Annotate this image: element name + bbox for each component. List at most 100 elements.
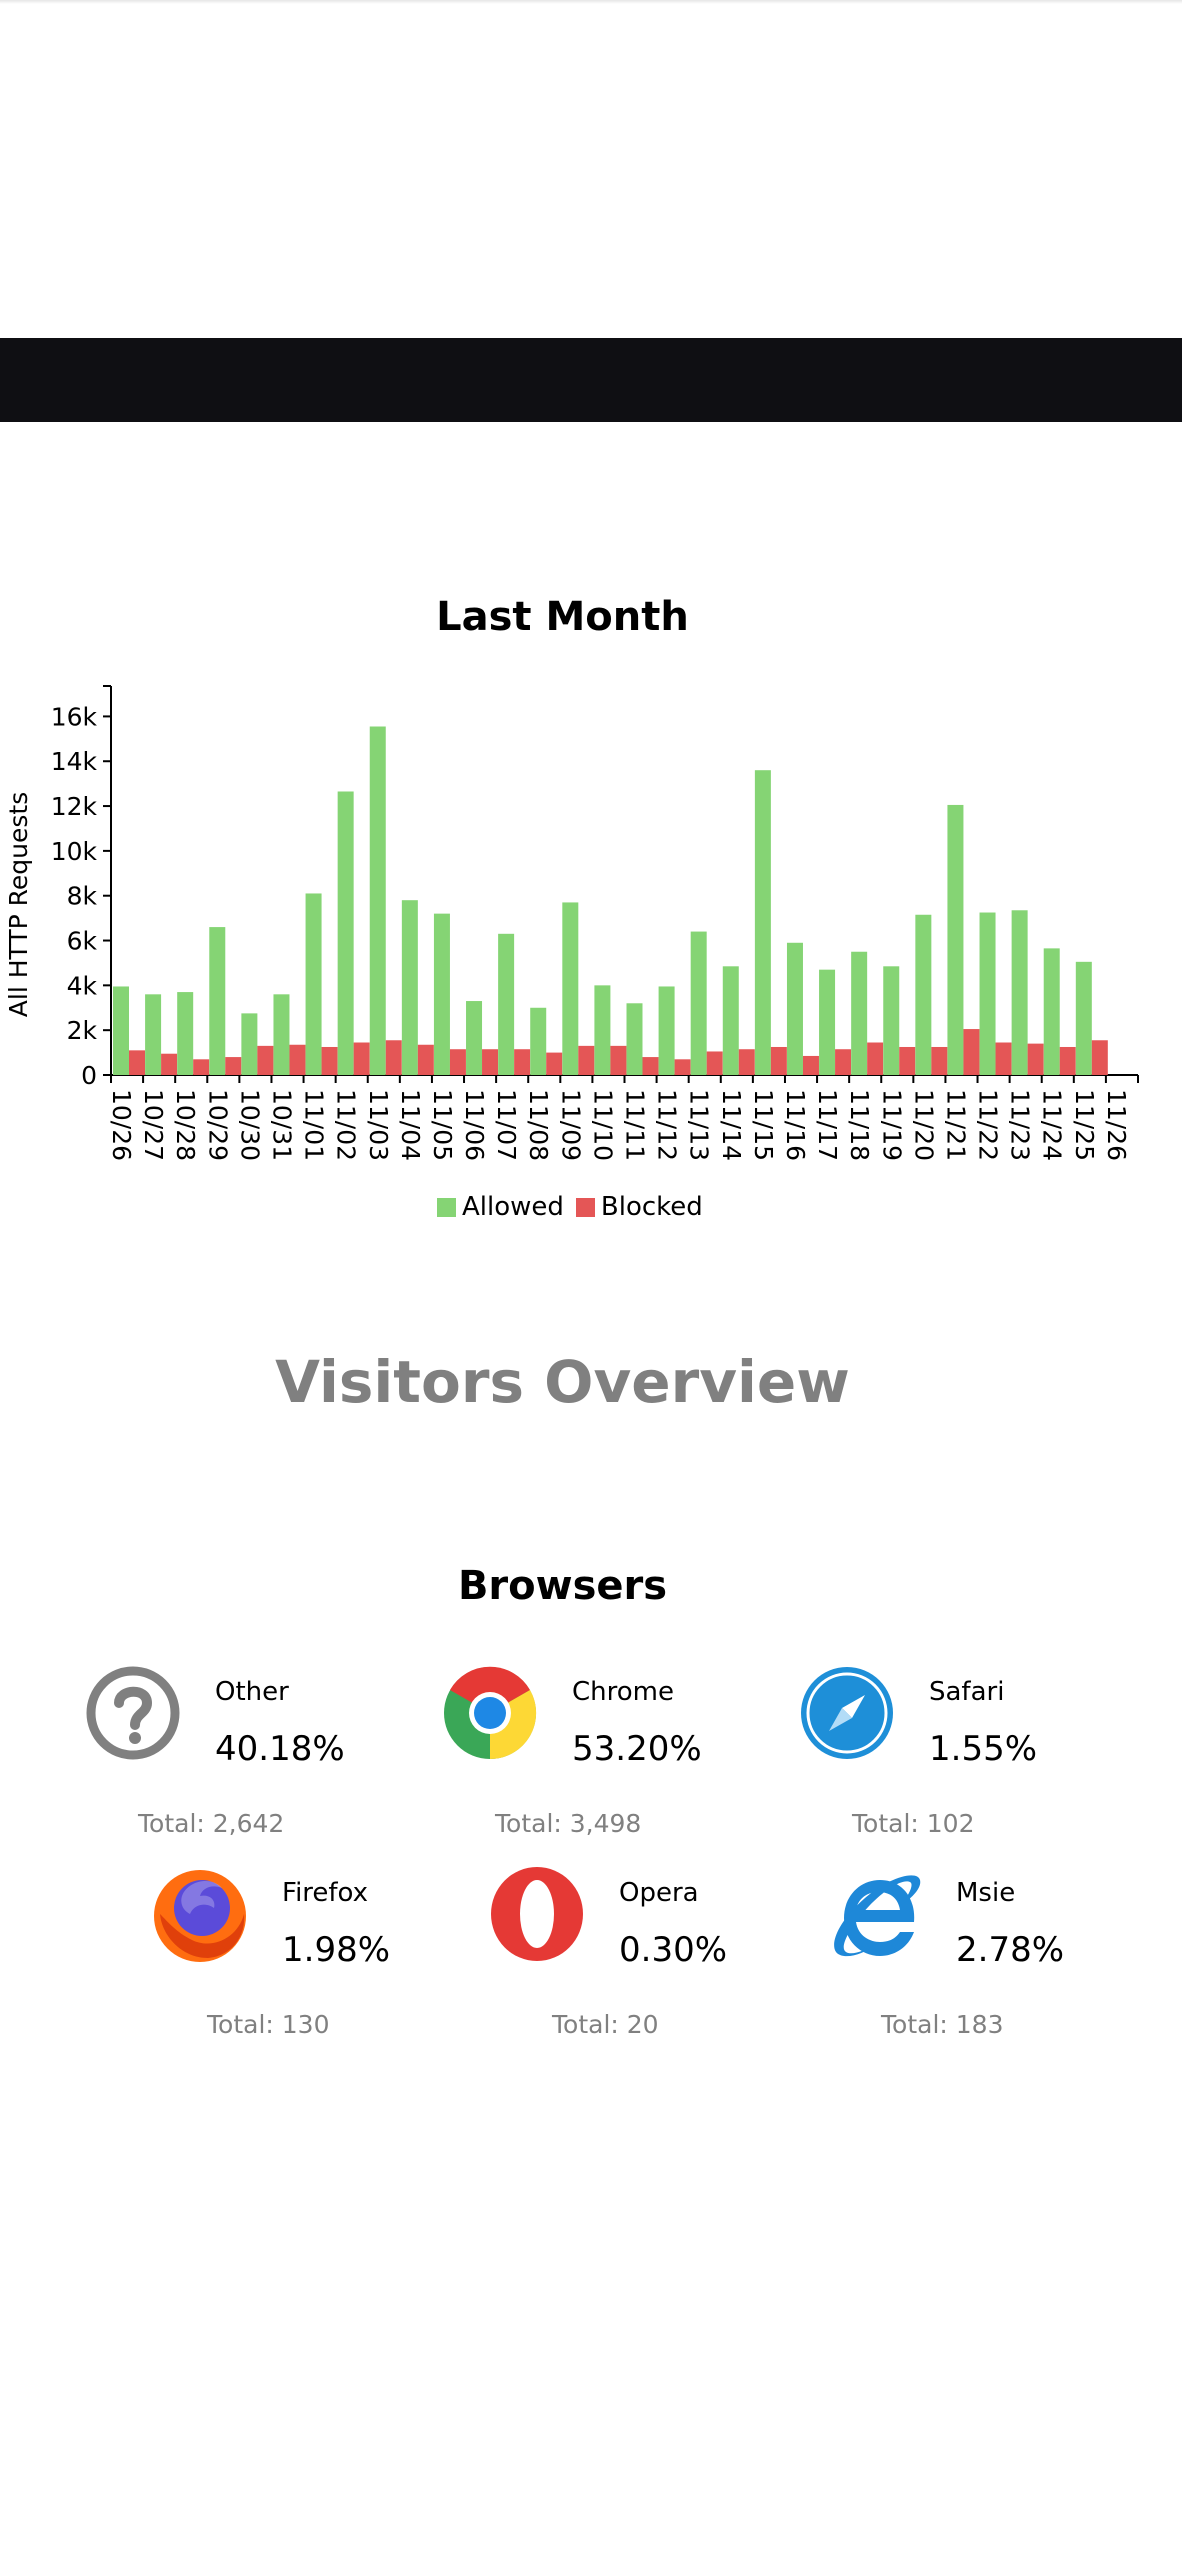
x-tick-label: 11/01: [300, 1089, 329, 1161]
bar-blocked: [514, 1049, 531, 1075]
bar-blocked: [642, 1057, 659, 1075]
browser-total: Total: 2,642: [138, 1809, 285, 1838]
y-tick-label: 6k: [67, 927, 98, 956]
header-bar: [0, 338, 1182, 422]
browser-percent: 53.20%: [572, 1729, 702, 1769]
y-tick-label: 8k: [67, 882, 98, 911]
browser-total: Total: 130: [207, 2010, 330, 2039]
bar-allowed: [819, 969, 836, 1075]
bar-allowed: [658, 986, 675, 1075]
bar-blocked: [931, 1046, 948, 1075]
bar-allowed: [883, 966, 900, 1075]
x-tick-label: 11/17: [813, 1089, 842, 1161]
bar-allowed: [1011, 910, 1028, 1075]
bar-allowed: [241, 1013, 258, 1075]
bar-allowed: [594, 985, 611, 1075]
bar-blocked: [1091, 1040, 1108, 1075]
x-tick-label: 11/24: [1038, 1089, 1067, 1161]
bar-blocked: [161, 1053, 178, 1075]
y-tick-label: 4k: [67, 971, 98, 1000]
bar-blocked: [289, 1044, 306, 1075]
x-tick-label: 11/15: [749, 1089, 778, 1161]
x-tick-label: 11/26: [1102, 1089, 1131, 1161]
y-tick-label: 10k: [51, 837, 98, 866]
legend-swatch-allowed: [437, 1197, 456, 1217]
bar-blocked: [257, 1045, 274, 1075]
x-tick-label: 11/13: [685, 1089, 714, 1161]
y-axis-label: All HTTP Requests: [4, 792, 33, 1017]
browser-percent: 0.30%: [619, 1930, 728, 1970]
bar-allowed: [273, 994, 290, 1075]
question-mark-icon: [85, 1665, 181, 1761]
bar-allowed: [305, 893, 322, 1075]
x-tick-label: 10/31: [267, 1089, 296, 1161]
browser-name: Other: [215, 1677, 289, 1707]
x-tick-label: 11/05: [428, 1089, 457, 1161]
x-tick-label: 10/29: [203, 1089, 232, 1161]
bar-blocked: [1059, 1046, 1076, 1075]
bar-blocked: [995, 1042, 1012, 1075]
bar-blocked: [674, 1059, 691, 1075]
legend-item-allowed[interactable]: Allowed: [437, 1192, 564, 1222]
bar-blocked: [706, 1051, 723, 1075]
x-tick-label: 11/10: [588, 1089, 617, 1161]
browser-card-msie: Msie 2.78% Total: 183: [826, 1866, 1126, 2066]
x-tick-label: 11/19: [877, 1089, 906, 1161]
browser-name: Chrome: [572, 1677, 674, 1707]
x-tick-label: 11/02: [332, 1089, 361, 1161]
chart-title: Last Month: [436, 594, 689, 640]
browser-total: Total: 183: [881, 2010, 1004, 2039]
y-tick-label: 16k: [51, 702, 98, 731]
y-tick-label: 12k: [51, 792, 98, 821]
chart-legend: Allowed Blocked: [437, 1192, 715, 1222]
legend-swatch-blocked: [575, 1197, 595, 1217]
browser-card-other: Other 40.18% Total: 2,642: [85, 1665, 385, 1865]
browser-total: Total: 3,498: [495, 1809, 642, 1838]
bar-allowed: [1075, 961, 1092, 1075]
bar-blocked: [867, 1042, 884, 1075]
bar-allowed: [401, 900, 418, 1075]
bar-blocked: [193, 1059, 210, 1075]
x-tick-label: 11/06: [460, 1089, 489, 1161]
browser-card-safari: Safari 1.55% Total: 102: [799, 1665, 1099, 1865]
bar-allowed: [466, 1001, 483, 1075]
browser-percent: 2.78%: [956, 1930, 1065, 1970]
opera-icon: [489, 1866, 585, 1962]
y-tick-label: 2k: [67, 1016, 98, 1045]
bar-blocked: [482, 1049, 499, 1075]
bar-blocked: [353, 1042, 370, 1075]
x-tick-label: 11/09: [556, 1089, 585, 1161]
browser-card-chrome: Chrome 53.20% Total: 3,498: [442, 1665, 742, 1865]
bar-allowed: [754, 770, 771, 1075]
x-tick-label: 11/21: [941, 1089, 970, 1161]
browser-name: Msie: [956, 1878, 1016, 1908]
browser-name: Firefox: [282, 1878, 369, 1908]
requests-bar-chart: All HTTP Requests 0 2k 4k 6k 8k 10k 12k 14k 16k 10…: [4, 685, 1139, 1161]
bar-blocked: [1027, 1043, 1044, 1075]
bar-allowed: [113, 986, 129, 1075]
x-tick-label: 10/27: [139, 1089, 168, 1161]
visitors-overview-title: Visitors Overview: [275, 1348, 850, 1416]
bar-allowed: [979, 912, 996, 1075]
bar-allowed: [177, 992, 194, 1075]
x-tick-label: 11/18: [845, 1089, 874, 1161]
x-tick-label: 11/16: [781, 1089, 810, 1161]
browser-total: Total: 102: [852, 1809, 975, 1838]
bar-allowed: [337, 791, 354, 1075]
chrome-icon: [442, 1665, 538, 1761]
bar-blocked: [899, 1046, 916, 1075]
y-tick-label: 14k: [51, 747, 98, 776]
browser-name: Opera: [619, 1878, 699, 1908]
x-tick-label: 11/12: [653, 1089, 682, 1161]
bar-allowed: [915, 914, 932, 1075]
bar-allowed: [722, 966, 739, 1075]
legend-item-blocked[interactable]: Blocked: [575, 1192, 703, 1222]
browsers-title: Browsers: [457, 1563, 668, 1609]
bar-allowed: [145, 994, 162, 1075]
browser-percent: 1.55%: [929, 1729, 1038, 1769]
bar-blocked: [963, 1029, 980, 1075]
browser-card-firefox: Firefox 1.98% Total: 130: [152, 1866, 452, 2066]
bar-blocked: [738, 1049, 755, 1075]
bar-blocked: [770, 1046, 787, 1075]
bar-allowed: [1043, 948, 1060, 1075]
